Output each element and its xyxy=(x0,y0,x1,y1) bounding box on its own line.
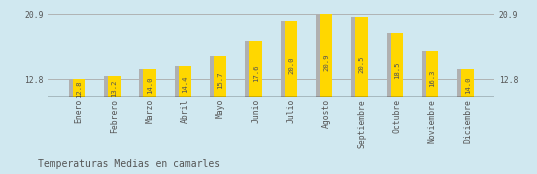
Bar xyxy=(391,33,403,97)
Text: 15.7: 15.7 xyxy=(217,71,223,89)
Bar xyxy=(143,69,156,97)
Text: 16.3: 16.3 xyxy=(429,69,436,87)
Bar xyxy=(351,17,364,97)
Bar xyxy=(280,21,293,97)
Text: 14.0: 14.0 xyxy=(465,77,470,94)
Bar xyxy=(422,51,434,97)
Bar xyxy=(387,33,399,97)
Bar xyxy=(285,21,297,97)
Text: 13.2: 13.2 xyxy=(111,80,118,97)
Bar xyxy=(245,41,258,97)
Bar xyxy=(355,17,368,97)
Bar xyxy=(175,66,187,97)
Bar xyxy=(210,56,222,97)
Bar xyxy=(73,79,85,97)
Text: 14.4: 14.4 xyxy=(182,76,188,93)
Bar xyxy=(179,66,191,97)
Bar xyxy=(214,56,227,97)
Bar xyxy=(320,14,332,97)
Text: 20.5: 20.5 xyxy=(359,55,365,73)
Text: 20.0: 20.0 xyxy=(288,57,294,74)
Text: 17.6: 17.6 xyxy=(252,65,259,82)
Bar xyxy=(457,69,469,97)
Bar xyxy=(104,76,117,97)
Bar xyxy=(316,14,328,97)
Bar xyxy=(426,51,438,97)
Bar xyxy=(108,76,120,97)
Bar xyxy=(250,41,262,97)
Bar xyxy=(139,69,151,97)
Bar xyxy=(461,69,474,97)
Text: 20.9: 20.9 xyxy=(323,54,329,71)
Text: Temperaturas Medias en camarles: Temperaturas Medias en camarles xyxy=(38,159,220,169)
Text: 14.0: 14.0 xyxy=(147,77,153,94)
Bar xyxy=(69,79,81,97)
Text: 12.8: 12.8 xyxy=(76,81,82,98)
Text: 18.5: 18.5 xyxy=(394,62,400,79)
